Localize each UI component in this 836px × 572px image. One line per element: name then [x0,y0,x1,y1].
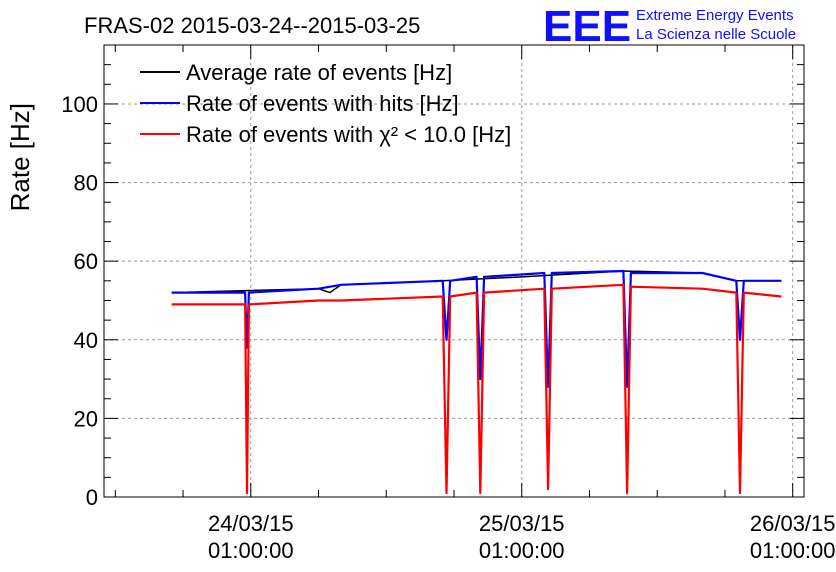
y-tick-label: 100 [61,92,98,117]
grid [104,45,804,497]
x-tick-label-date: 24/03/15 [208,511,294,536]
logo-line2: La Scienza nelle Scuole [636,26,796,43]
y-tick-label: 80 [74,171,98,196]
legend-label-3: Rate of events with χ² < 10.0 [Hz] [186,122,511,147]
y-tick-label: 40 [74,328,98,353]
y-tick-label: 0 [86,485,98,510]
series-line-2 [171,269,782,388]
y-axis-label: Rate [Hz] [5,103,35,211]
x-tick-label-date: 25/03/15 [479,511,565,536]
x-tick-label-time: 01:00:00 [208,538,294,563]
x-tick-label-time: 01:00:00 [750,538,836,563]
series-line-3 [171,283,782,495]
eee-logo: EEE Extreme Energy Events La Scienza nel… [543,2,796,51]
legend-label-1: Average rate of events [Hz] [186,60,452,85]
series-layer [171,269,782,495]
logo-mark: EEE [543,2,631,51]
y-tick-label: 20 [74,406,98,431]
axes: 02040608010024/03/1501:00:0025/03/1501:0… [61,44,836,563]
y-tick-label: 60 [74,249,98,274]
legend-label-2: Rate of events with hits [Hz] [186,91,459,116]
x-tick-label-time: 01:00:00 [479,538,565,563]
legend: Average rate of events [Hz] Rate of event… [140,60,511,147]
x-tick-label-date: 26/03/15 [750,511,836,536]
logo-line1: Extreme Energy Events [636,7,794,24]
chart-title: FRAS-02 2015-03-24--2015-03-25 [84,13,420,38]
